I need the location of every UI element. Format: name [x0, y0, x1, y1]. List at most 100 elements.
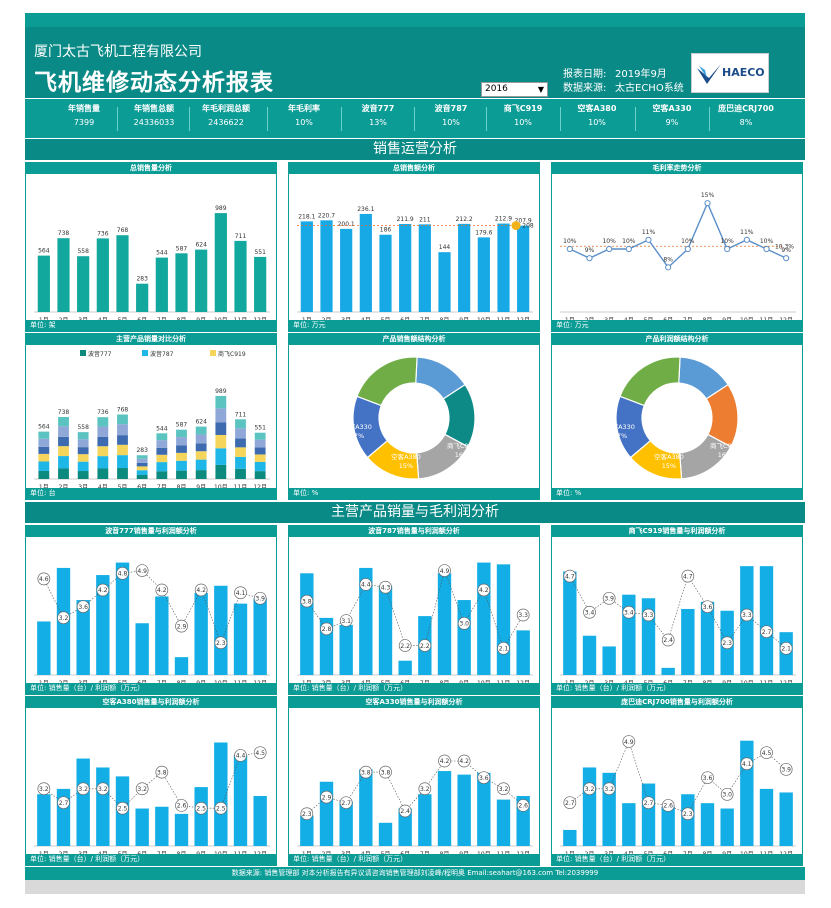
kpi-card: 年毛利润总额 2436622 — [191, 103, 261, 135]
series-line — [569, 201, 787, 269]
kpi-value: 8% — [739, 118, 753, 127]
donut-slice — [619, 356, 681, 407]
sales-volume-chart: 1月 2月 3月 4月 5月 6月 7月 8月 9月 10月 11月 12月 564 738 558 736 7… — [34, 205, 270, 322]
bar — [563, 571, 577, 675]
stack-segment — [254, 454, 266, 462]
profit-point — [135, 782, 149, 796]
x-tick-label: 11月 — [760, 680, 774, 685]
bar — [496, 799, 511, 846]
x-tick-label: 2月 — [59, 317, 69, 322]
data-source-label: 数据来源: — [563, 83, 607, 94]
x-tick-label: 3月 — [78, 851, 88, 856]
profit-label: 2.3 — [683, 811, 693, 818]
profit-label: 2.3 — [302, 811, 312, 818]
x-tick-label: 2月 — [322, 317, 332, 322]
x-tick-label: 1月 — [39, 484, 49, 490]
bar — [339, 801, 353, 846]
bar — [516, 630, 530, 675]
x-tick-label: 7月 — [420, 317, 430, 322]
bar-value-label: 283 — [136, 276, 148, 283]
stack-segment — [136, 466, 148, 471]
panel-footer: 单位: 万元 — [552, 320, 802, 331]
x-tick-label: 8月 — [703, 317, 713, 322]
point-label: 10% — [720, 238, 734, 245]
profit-label: 3.3 — [644, 612, 654, 619]
stack-segment — [77, 461, 89, 472]
bar-value-label: 200.1 — [338, 221, 355, 228]
x-tick-label: 7月 — [683, 851, 693, 856]
x-tick-label: 1月 — [302, 317, 312, 322]
kpi-label: 波音787 — [434, 104, 468, 113]
x-tick-label: 5月 — [118, 484, 128, 490]
panel-sales-volume: 总销售量分析 1月 2月 3月 4月 5月 6月 7月 8月 9月 10月 11月 12月 564 738… — [25, 162, 277, 332]
stack-segment — [38, 453, 50, 462]
stack-segment — [215, 408, 227, 423]
stack-segment — [97, 417, 109, 427]
x-tick-label: 11月 — [234, 484, 248, 490]
logo-text: HAECO — [722, 66, 765, 79]
stack-segment — [136, 462, 148, 467]
slice-label: 空客A330 — [342, 422, 372, 431]
x-tick-label: 9月 — [459, 680, 469, 685]
stack-segment — [254, 447, 266, 455]
x-tick-label: 10月 — [740, 317, 754, 322]
x-tick-label: 1月 — [39, 317, 49, 322]
bar — [398, 808, 412, 846]
bar — [681, 608, 695, 675]
x-tick-label: 10月 — [214, 680, 228, 685]
bar — [378, 822, 393, 846]
x-tick-label: 7月 — [420, 851, 430, 856]
bar-value-label: 564 — [38, 248, 50, 255]
bar — [641, 783, 656, 846]
kpi-card: 空客A330 9% — [637, 103, 707, 135]
bar — [135, 623, 149, 675]
bar — [233, 603, 248, 675]
profit-point — [642, 608, 655, 622]
section-products-title: 主营产品销量与毛利润分析 — [25, 502, 805, 523]
profit-label: 3.2 — [39, 786, 49, 793]
bar — [37, 621, 51, 675]
profit-point — [760, 746, 773, 760]
stack-segment — [156, 454, 168, 463]
stack-segment — [215, 395, 227, 409]
slice-label: 16% — [718, 451, 732, 459]
point-label: 9% — [781, 247, 791, 254]
profit-point — [497, 782, 510, 796]
stack-segment — [195, 451, 207, 460]
slice-label: 波音787 — [736, 400, 761, 409]
bar — [175, 253, 188, 312]
bar — [418, 794, 432, 846]
legend-swatch — [80, 350, 86, 356]
stack-segment — [77, 439, 89, 448]
kpi-divider — [709, 107, 710, 131]
panel-footer: 单位: 万元 — [289, 320, 539, 331]
bar — [195, 249, 208, 312]
profit-line — [306, 569, 524, 650]
bar — [477, 772, 491, 846]
pcrj-chart: 1月 2月 3月 4月 5月 6月 7月 8月 9月 10月 11月 12月 2.7 3.2 3.2 4.9 2… — [560, 735, 796, 856]
profit-label: 3.4 — [585, 609, 595, 616]
kpi-label: 商飞C919 — [503, 104, 543, 113]
kpi-label: 年毛利率 — [288, 104, 320, 113]
bar — [582, 767, 597, 846]
x-tick-label: 2月 — [59, 851, 69, 856]
profit-point — [76, 782, 90, 796]
line-point — [763, 245, 770, 253]
profit-point — [418, 782, 432, 796]
x-tick-label: 9月 — [196, 484, 206, 490]
slice-label: 17% — [479, 410, 493, 418]
x-tick-label: 1月 — [39, 680, 49, 685]
p777-chart: 1月 2月 3月 4月 5月 6月 7月 8月 9月 10月 11月 12月 4.6 3.2 3.6 4.2 4… — [34, 562, 270, 685]
bar-value-label: 218.1 — [298, 213, 315, 220]
x-tick-label: 8月 — [440, 317, 450, 322]
line-point — [743, 236, 750, 243]
x-tick-label: 8月 — [440, 851, 450, 856]
chevron-down-icon[interactable]: ▼ — [537, 85, 544, 94]
year-select[interactable]: 2016 ▼ — [481, 82, 548, 97]
panel-footer: 单位: 销售量（台）/ 利润额（万元） — [289, 854, 539, 865]
profit-point — [563, 569, 577, 583]
point-label: 11% — [740, 229, 754, 236]
x-tick-label: 3月 — [604, 851, 614, 856]
slice-label: 16% — [455, 451, 469, 459]
line-point — [645, 236, 652, 243]
